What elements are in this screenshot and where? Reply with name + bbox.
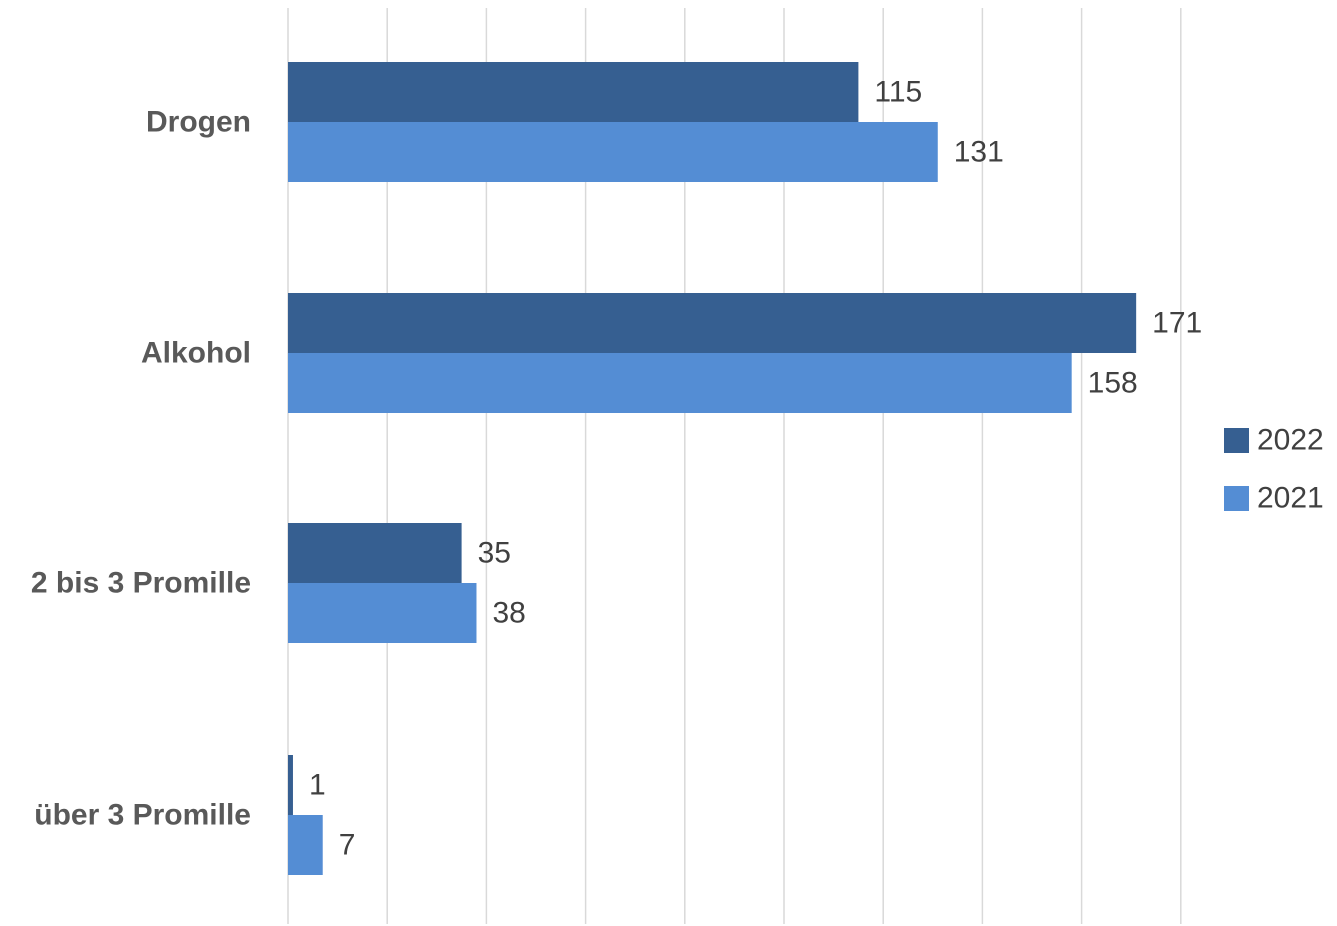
bar-2022 — [288, 523, 462, 583]
value-label: 35 — [478, 537, 511, 570]
bar-2021 — [288, 815, 323, 875]
value-label: 115 — [874, 76, 922, 109]
value-label: 7 — [339, 829, 356, 862]
category-label: 2 bis 3 Promille — [31, 567, 251, 600]
legend-label: 2021 — [1257, 482, 1324, 515]
bar-2021 — [288, 583, 477, 643]
bar-2021 — [288, 353, 1072, 413]
bar-2022 — [288, 62, 859, 122]
bar-2021 — [288, 122, 938, 182]
legend: 2022 2021 — [1224, 424, 1324, 515]
value-label: 38 — [492, 597, 525, 630]
category-labels: Drogen Alkohol 2 bis 3 Promille über 3 Prom… — [31, 106, 251, 832]
category-label: Alkohol — [141, 337, 251, 370]
category-label: Drogen — [146, 106, 251, 139]
bar-2022 — [288, 293, 1137, 353]
value-label: 131 — [954, 136, 1004, 169]
bar-2022 — [288, 755, 293, 815]
category-label: über 3 Promille — [34, 799, 251, 832]
legend-swatch — [1224, 428, 1249, 453]
value-label: 158 — [1088, 367, 1138, 400]
legend-label: 2022 — [1257, 424, 1324, 457]
value-label: 171 — [1152, 307, 1202, 340]
legend-swatch — [1224, 486, 1249, 511]
bars: 115 131 171 158 35 38 17 — [288, 62, 1202, 875]
value-label: 1 — [309, 769, 326, 802]
